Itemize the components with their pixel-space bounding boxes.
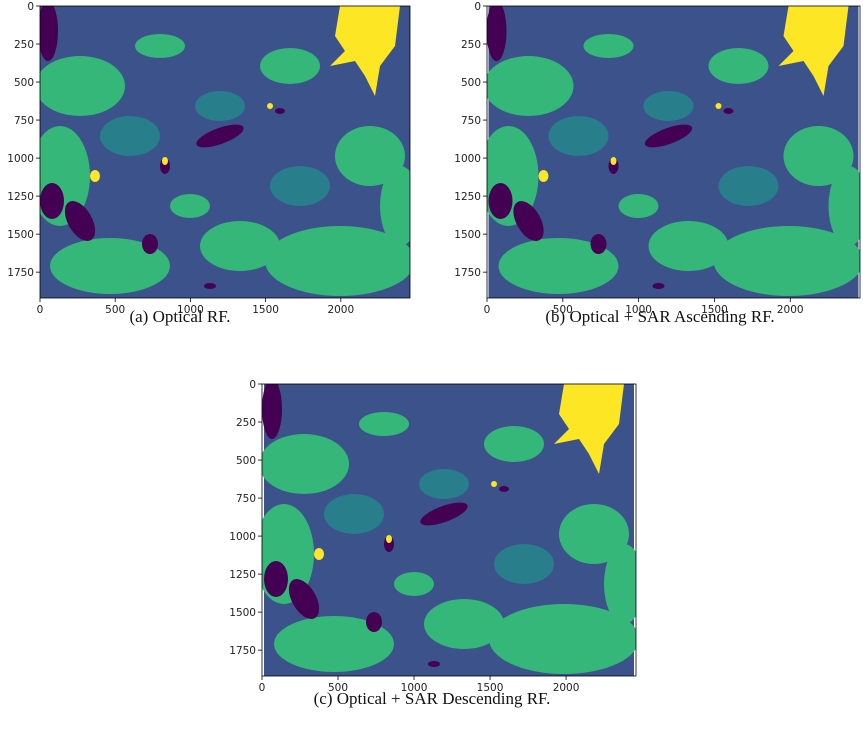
y-tick-label: 1750 xyxy=(454,267,481,279)
y-tick-label: 1250 xyxy=(7,191,34,203)
caption: (a) Optical RF. xyxy=(129,307,230,326)
y-tick-label: 1750 xyxy=(7,267,34,279)
y-tick-label: 250 xyxy=(236,417,256,429)
x-tick-label: 500 xyxy=(105,304,125,316)
y-tick-label: 250 xyxy=(461,39,481,51)
x-tick-label: 0 xyxy=(37,304,44,316)
y-tick-label: 1000 xyxy=(454,153,481,165)
y-tick-label: 500 xyxy=(461,77,481,89)
y-tick-label: 1250 xyxy=(229,569,256,581)
y-tick-label: 1750 xyxy=(229,645,256,657)
classification-map xyxy=(30,1,420,298)
x-tick-label: 2000 xyxy=(553,682,580,694)
y-tick-label: 250 xyxy=(14,39,34,51)
y-tick-label: 750 xyxy=(14,115,34,127)
y-tick-label: 1500 xyxy=(7,229,34,241)
y-tick-label: 1000 xyxy=(7,153,34,165)
figure: 0 500 1000 1500 2000 0 250 500 750 1000 1250 1500 17… xyxy=(0,0,863,747)
y-tick-label: 0 xyxy=(249,379,256,391)
x-tick-label: 0 xyxy=(484,304,491,316)
y-tick-label: 1000 xyxy=(229,531,256,543)
x-tick-label: 2000 xyxy=(327,304,354,316)
classification-map xyxy=(254,379,644,676)
y-tick-label: 750 xyxy=(461,115,481,127)
caption: (b) Optical + SAR Ascending RF. xyxy=(545,307,774,326)
x-tick-label: 2000 xyxy=(777,304,804,316)
caption: (c) Optical + SAR Descending RF. xyxy=(314,689,551,708)
y-tick-label: 1500 xyxy=(229,607,256,619)
y-tick-label: 0 xyxy=(474,1,481,13)
y-tick-label: 1250 xyxy=(454,191,481,203)
x-tick-label: 0 xyxy=(259,682,266,694)
y-tick-label: 750 xyxy=(236,493,256,505)
classification-map xyxy=(479,1,863,298)
y-tick-label: 1500 xyxy=(454,229,481,241)
y-tick-label: 0 xyxy=(27,1,34,13)
x-tick-label: 1500 xyxy=(252,304,279,316)
y-tick-label: 500 xyxy=(14,77,34,89)
y-tick-label: 500 xyxy=(236,455,256,467)
